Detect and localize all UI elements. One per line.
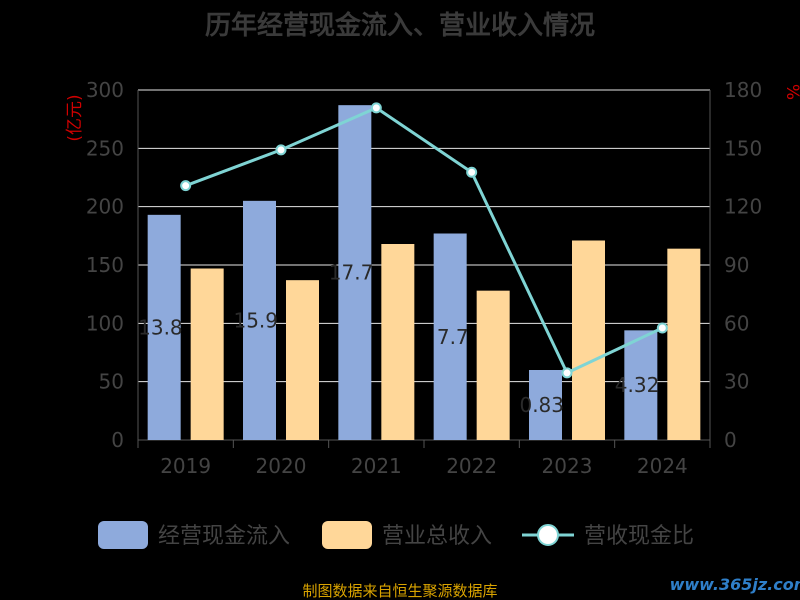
ratio-line xyxy=(180,102,668,379)
revenue-bar xyxy=(286,280,319,440)
data-labels: 13.8 15.9 17.7 7.7 0.83 4.32 xyxy=(138,261,659,417)
revenue-bar xyxy=(190,268,224,440)
y-right-tick-label: 0 xyxy=(724,428,737,452)
y-right-tick-label: 90 xyxy=(724,253,749,277)
legend-label-cash-inflow: 经营现金流入 xyxy=(158,524,290,549)
bars xyxy=(147,105,701,441)
cash-inflow-bar xyxy=(624,330,658,440)
y-left-tick-label: 150 xyxy=(86,253,124,277)
cash-inflow-bar xyxy=(147,214,181,440)
y-left-tick-label: 200 xyxy=(86,195,124,219)
left-axis-unit: (亿元) xyxy=(65,94,85,141)
legend: 经营现金流入 营业总收入 营收现金比 xyxy=(98,521,694,549)
y-right-tick-label: 60 xyxy=(724,311,749,335)
y-right-tick-label: 180 xyxy=(724,78,762,102)
left-y-tick-labels: 0 50 100 150 200 250 300 xyxy=(86,78,124,452)
watermark: www.365jz.com xyxy=(670,575,800,594)
x-tick-label: 2020 xyxy=(256,454,307,478)
cash-inflow-bar xyxy=(433,233,467,440)
data-label: 13.8 xyxy=(138,315,183,339)
x-tick-label: 2019 xyxy=(160,454,211,478)
revenue-bar xyxy=(381,244,415,440)
data-label: 0.83 xyxy=(519,393,564,417)
cash-inflow-bar xyxy=(529,370,562,440)
revenue-bar xyxy=(476,290,510,440)
ratio-line-path xyxy=(185,106,663,375)
legend-label-ratio: 营收现金比 xyxy=(584,524,694,549)
data-label: 15.9 xyxy=(233,308,278,332)
data-label: 4.32 xyxy=(615,373,660,397)
y-left-tick-label: 50 xyxy=(99,370,124,394)
legend-swatch-cash-inflow xyxy=(98,521,148,549)
y-left-tick-label: 0 xyxy=(111,428,124,452)
x-tick-label: 2023 xyxy=(542,454,593,478)
data-label: 17.7 xyxy=(329,261,374,285)
cash-inflow-bar xyxy=(338,105,372,441)
y-left-tick-label: 100 xyxy=(86,311,124,335)
chart-title: 历年经营现金流入、营业收入情况 xyxy=(205,10,595,41)
revenue-bar xyxy=(667,248,701,440)
legend-label-revenue: 营业总收入 xyxy=(382,524,492,549)
y-right-tick-label: 30 xyxy=(724,370,749,394)
x-tick-label: 2021 xyxy=(351,454,402,478)
ratio-point xyxy=(656,322,668,334)
x-tick-labels: 2019 2020 2021 2022 2023 2024 xyxy=(137,440,711,478)
cash-inflow-bar xyxy=(243,200,276,440)
legend-swatch-revenue xyxy=(322,521,372,549)
source-note: 制图数据来自恒生聚源数据库 xyxy=(302,582,497,600)
y-right-tick-label: 120 xyxy=(724,195,762,219)
ratio-point xyxy=(370,102,382,114)
ratio-point xyxy=(180,180,192,192)
right-y-tick-labels: 0 30 60 90 120 150 180 xyxy=(724,78,762,452)
y-left-tick-label: 300 xyxy=(86,78,124,102)
legend-swatch-ratio-marker xyxy=(537,524,559,546)
ratio-point xyxy=(561,367,573,379)
x-tick-label: 2024 xyxy=(637,454,688,478)
ratio-point xyxy=(275,144,287,156)
ratio-point xyxy=(466,166,478,178)
x-tick-label: 2022 xyxy=(446,454,497,478)
data-label: 7.7 xyxy=(437,325,469,349)
y-right-tick-label: 150 xyxy=(724,136,762,160)
y-left-tick-label: 250 xyxy=(86,136,124,160)
revenue-bar xyxy=(572,240,605,440)
right-axis-unit: % xyxy=(782,84,800,100)
